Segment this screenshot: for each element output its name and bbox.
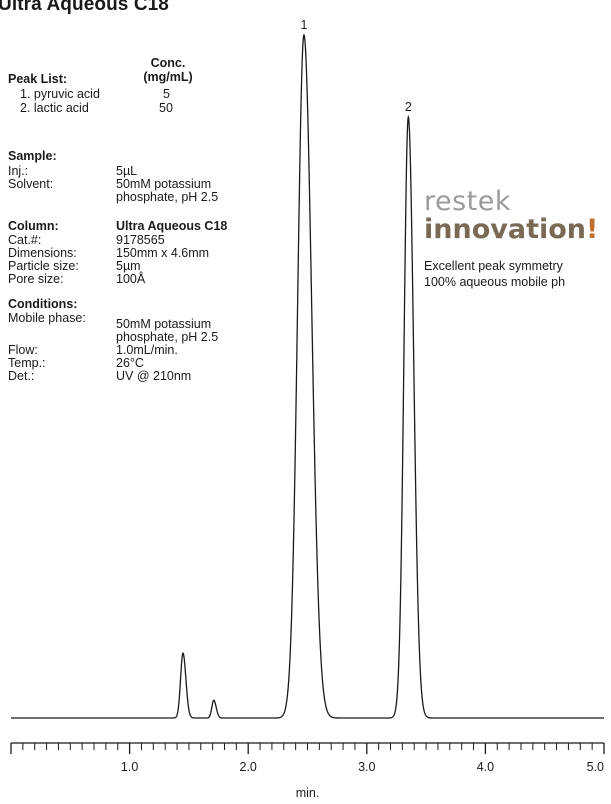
x-tick-label: 3.0	[358, 760, 375, 774]
tagline-line-2: 100% aqueous mobile ph	[424, 275, 566, 289]
restek-wordmark: restek	[424, 186, 512, 217]
conc-header: Conc. (mg/mL)	[137, 56, 199, 84]
det-value: UV @ 210nm	[116, 369, 192, 383]
tagline-line-1: Excellent peak symmetry	[424, 259, 563, 273]
chromatogram-trace	[11, 33, 604, 719]
innovation-text: innovation	[424, 214, 586, 245]
x-axis: 1.0 2.0 3.0 4.0 5.0	[10, 742, 605, 774]
temp-value: 26°C	[116, 356, 144, 370]
peak-name-1: 1. pyruvic acid	[20, 87, 100, 101]
inj-label: Inj.:	[8, 164, 29, 178]
peak-labels: 12	[300, 18, 411, 114]
peak-conc-1: 5	[163, 87, 170, 101]
solvent-value-2: phosphate, pH 2.5	[116, 190, 219, 204]
dimensions-value: 150mm x 4.6mm	[116, 246, 210, 260]
innovation-bang: !	[586, 214, 599, 245]
x-tick-label: 4.0	[477, 760, 494, 774]
pore-value: 100Å	[116, 272, 146, 286]
x-tick-label: 5.0	[587, 760, 604, 774]
tagline: Excellent peak symmetry 100% aqueous mob…	[424, 258, 565, 290]
particle-value: 5µm	[116, 259, 141, 273]
column-name: Ultra Aqueous C18	[116, 219, 228, 233]
inj-value: 5µL	[116, 164, 138, 178]
peak-label-1: 1	[300, 18, 307, 32]
conc-header-line2: (mg/mL)	[143, 70, 193, 84]
temp-label: Temp.:	[8, 356, 46, 370]
sample-heading: Sample:	[8, 149, 57, 163]
cat-value: 9178565	[116, 233, 165, 247]
mobile-phase-value-1: 50mM potassium	[116, 317, 212, 331]
particle-label: Particle size:	[8, 259, 79, 273]
peak-list-heading: Peak List:	[8, 72, 68, 86]
flow-label: Flow:	[8, 343, 38, 357]
x-tick-label: 2.0	[240, 760, 257, 774]
pore-label: Pore size:	[8, 272, 64, 286]
conc-header-line1: Conc.	[150, 56, 186, 70]
det-label: Det.:	[8, 369, 35, 383]
dimensions-label: Dimensions:	[8, 246, 77, 260]
chart-title: Ultra Aqueous C18	[0, 0, 169, 15]
column-heading: Column:	[8, 219, 59, 233]
peak-label-2: 2	[405, 100, 412, 114]
x-tick-label: 1.0	[121, 760, 138, 774]
peak-conc-2: 50	[159, 101, 173, 115]
solvent-value-1: 50mM potassium	[116, 177, 212, 191]
mobile-phase-label: Mobile phase:	[8, 311, 86, 325]
conditions-heading: Conditions:	[8, 297, 78, 311]
mobile-phase-value-2: phosphate, pH 2.5	[116, 330, 219, 344]
innovation-wordmark: innovation!	[424, 214, 598, 245]
solvent-label: Solvent:	[8, 177, 54, 191]
x-axis-label: min.	[296, 786, 320, 800]
cat-label: Cat.#:	[8, 233, 42, 247]
peak-name-2: 2. lactic acid	[20, 101, 89, 115]
flow-value: 1.0mL/min.	[116, 343, 178, 357]
